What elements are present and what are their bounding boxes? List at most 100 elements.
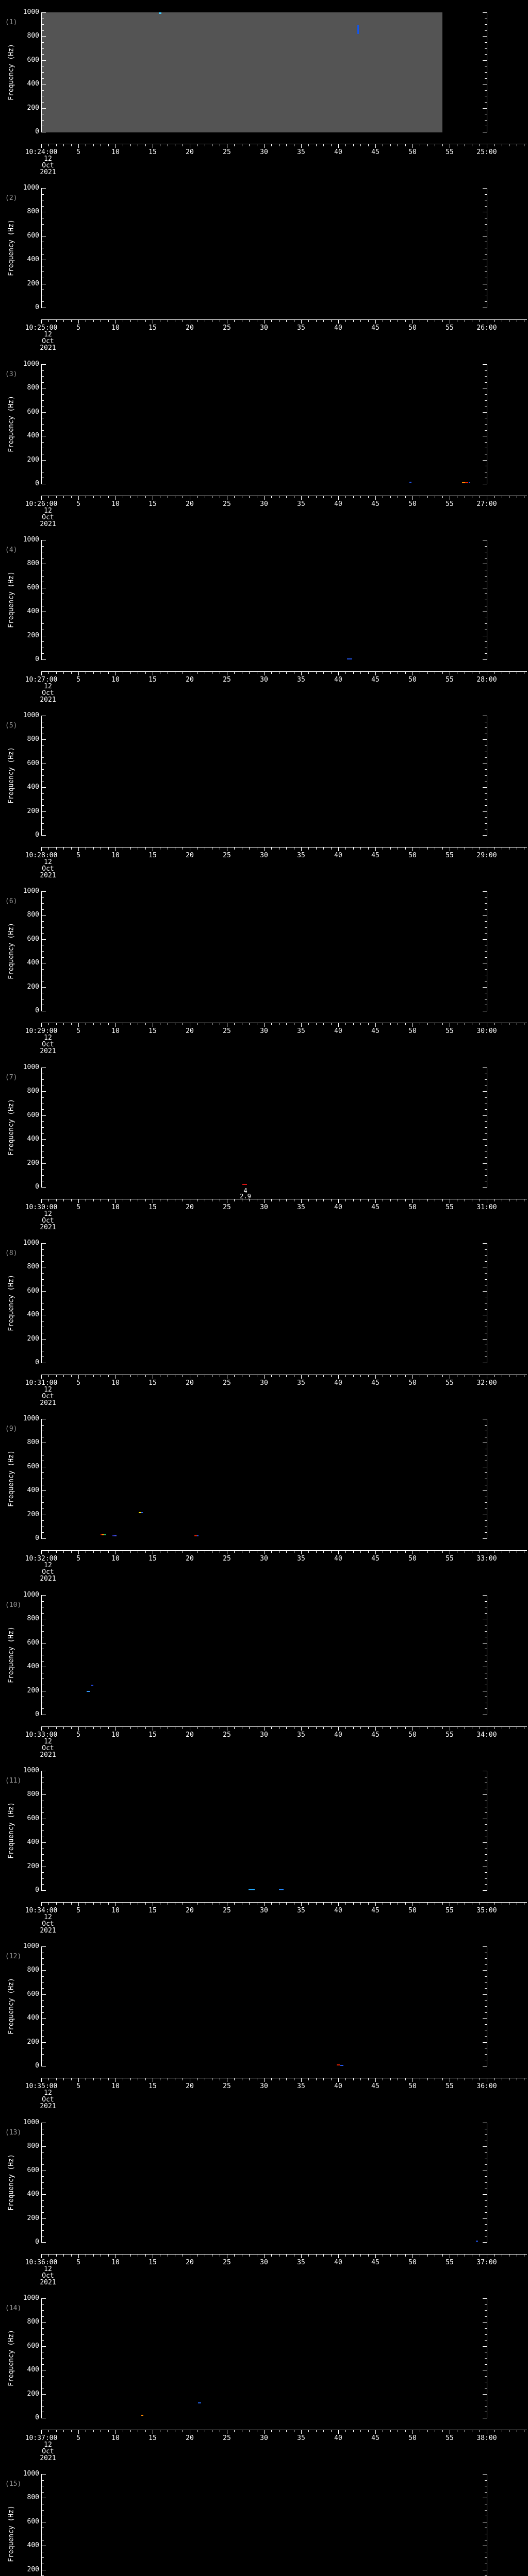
y-tick [483,811,487,812]
y-tick [42,424,44,425]
y-tick [42,1139,46,1140]
x-tick [390,848,391,850]
x-tick [412,672,413,675]
x-tick [331,1727,332,1729]
x-tick [130,848,131,850]
y-tick [42,939,46,940]
x-tick [405,496,406,498]
y-tick [483,1994,487,1995]
y-tick-label: 0 [35,128,39,135]
y-tick [485,623,487,624]
y-tick [485,757,487,758]
x-tick [368,672,369,674]
x-tick-label: 35 [297,1027,305,1035]
x-tick [286,1903,287,1905]
date-line: Oct [42,689,54,697]
y-tick [485,933,487,934]
x-tick [108,1023,109,1025]
y-tick [485,1279,487,1280]
x-start-time-label: 10:33:00 [25,1731,58,1739]
x-tick [353,144,354,146]
x-tick-label: 10 [111,676,120,684]
y-tick-label: 200 [27,632,39,639]
y-tick-label: 600 [27,1639,39,1647]
y-tick [42,2474,46,2475]
x-tick-label: 20 [186,2082,194,2090]
x-tick [412,1375,413,1379]
x-tick [345,1023,346,1025]
x-tick [338,1023,339,1027]
y-tick-label: 200 [27,2566,39,2573]
x-tick [375,1199,376,1203]
x-tick [130,2430,131,2432]
y-tick [485,1261,487,1262]
y-tick-label: 400 [27,2190,39,2198]
y-tick [42,1175,44,1176]
x-tick-label: 50 [408,852,417,859]
y-tick [42,793,44,794]
x-tick [48,1375,49,1377]
x-tick [412,1199,413,1203]
x-tick-label: 35 [297,500,305,508]
y-tick [42,1970,46,1971]
x-tick [345,2078,346,2080]
x-tick [345,1551,346,1553]
x-tick [48,320,49,322]
x-tick [71,672,72,674]
x-tick [316,1551,317,1553]
x-tick [286,672,287,674]
x-tick [286,1551,287,1553]
x-tick [345,2255,346,2257]
y-tick [42,1115,46,1116]
x-end-time-label: 37:00 [476,2259,497,2266]
y-tick [485,400,487,401]
x-tick [442,1199,443,1201]
x-tick [412,848,413,851]
y-tick [483,36,487,37]
y-tick [42,1291,46,1292]
x-tick [405,1727,406,1729]
y-axis-title: Frequency (Hz) [7,1978,15,2035]
x-tick-label: 5 [76,1731,80,1739]
x-tick [130,1903,131,1905]
x-tick-label: 40 [334,324,342,332]
y-tick [42,1127,44,1128]
y-tick [42,1273,44,1274]
y-tick-label: 200 [27,983,39,991]
x-tick [338,496,339,500]
x-tick [353,1023,354,1025]
y-tick [42,1708,44,1709]
x-tick [375,1023,376,1027]
y-tick [42,2182,44,2183]
date-line: Oct [42,2448,54,2455]
x-tick-label: 25 [223,1027,231,1035]
y-tick [485,1127,487,1128]
x-tick [78,848,79,851]
y-tick [485,42,487,43]
x-tick [249,1023,250,1025]
y-tick [485,1708,487,1709]
y-tick [485,823,487,824]
x-tick [41,2078,42,2082]
x-start-time-label: 10:28:00 [25,852,58,859]
x-tick [56,1727,57,1729]
data-point [102,1534,104,1535]
x-tick [286,2430,287,2432]
x-tick [368,2078,369,2080]
y-tick-label: 600 [27,584,39,591]
x-tick [264,2430,265,2434]
x-tick [145,2430,146,2432]
x-tick [308,1903,309,1905]
x-tick [56,2078,57,2080]
x-tick [353,672,354,674]
x-tick [56,496,57,498]
data-point [465,482,468,483]
x-start-time-label: 10:37:00 [25,2434,58,2442]
x-tick [316,2255,317,2257]
x-tick [41,1199,42,1203]
date-line: Oct [42,2272,54,2280]
x-tick [41,1375,42,1379]
y-tick [42,2036,44,2037]
x-tick [48,1551,49,1553]
x-tick-label: 15 [148,2259,157,2266]
